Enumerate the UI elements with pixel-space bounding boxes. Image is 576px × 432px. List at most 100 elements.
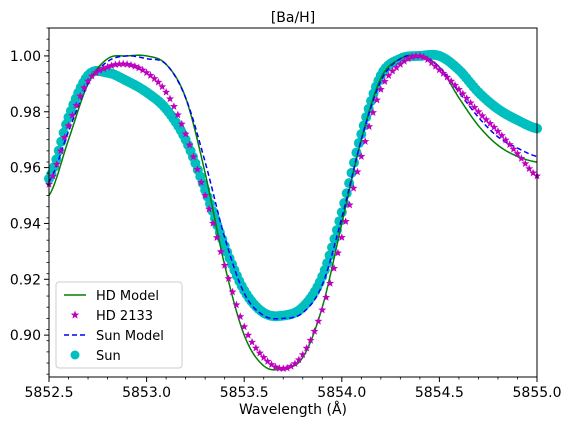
hd2133-data-point xyxy=(87,71,96,80)
hd2133-data-point xyxy=(345,200,354,209)
hd2133-data-point xyxy=(103,62,112,71)
hd2133-data-point xyxy=(447,76,456,85)
hd2133-data-point xyxy=(283,363,292,372)
hd2133-data-point xyxy=(119,59,128,68)
hd2133-data-point xyxy=(486,119,495,127)
hd2133-data-point xyxy=(513,149,522,158)
hd2133-data-point xyxy=(142,68,151,77)
hd2133-data-point xyxy=(497,131,506,139)
hd2133-data-point xyxy=(525,164,534,173)
x-tick-label: 5854.0 xyxy=(317,385,366,401)
hd2133-data-point xyxy=(158,82,167,91)
hd2133-data-point xyxy=(177,119,186,128)
hd2133-data-point xyxy=(427,58,436,67)
hd2133-data-point xyxy=(220,261,229,269)
legend-label: HD 2133 xyxy=(96,309,153,324)
hd2133-data-point xyxy=(107,61,116,70)
hd2133-data-point xyxy=(357,152,366,160)
hd2133-data-point xyxy=(490,123,499,131)
x-tick-label: 5852.5 xyxy=(25,385,74,401)
hd2133-data-point xyxy=(290,359,299,368)
hd2133-data-point xyxy=(341,217,350,225)
hd2133-data-point xyxy=(310,327,319,335)
hd2133-data-point xyxy=(361,137,370,145)
hd2133-data-point xyxy=(458,89,467,98)
hd2133-data-point xyxy=(189,152,198,161)
hd2133-data-point xyxy=(462,94,471,102)
hd2133-data-point xyxy=(517,154,526,162)
hd2133-data-point xyxy=(146,71,155,79)
hd2133-data-point xyxy=(388,66,397,75)
hd2133-data-point xyxy=(76,91,85,100)
hd2133-data-point xyxy=(415,51,424,60)
x-axis-label: Wavelength (Å) xyxy=(239,401,347,418)
hd2133-data-point xyxy=(529,168,538,177)
hd2133-data-point xyxy=(505,140,514,148)
legend: HD Model HD 2133 Sun Model Sun xyxy=(55,281,183,369)
hd2133-data-point xyxy=(302,343,311,352)
hd2133-data-point xyxy=(521,159,530,168)
hd2133-data-point xyxy=(298,350,307,359)
hd2133-data-point xyxy=(423,55,432,64)
hd2133-data-point xyxy=(138,65,147,74)
y-tick-label: 1.00 xyxy=(10,49,41,65)
hd2133-data-point xyxy=(411,51,420,60)
hd2133-data-point xyxy=(349,184,358,192)
hd2133-data-point xyxy=(68,111,77,119)
hd2133-data-point xyxy=(166,94,175,103)
hd2133-data-point xyxy=(322,293,331,301)
legend-label: Sun xyxy=(96,349,121,364)
hd2133-data-point xyxy=(263,357,272,365)
x-tick-label: 5853.0 xyxy=(122,385,171,401)
hd2133-data-point xyxy=(470,103,479,111)
hd2133-data-point xyxy=(185,140,194,149)
hd2133-data-point xyxy=(201,191,210,199)
x-tick-label: 5853.5 xyxy=(220,385,269,401)
hd2133-data-point xyxy=(60,133,69,141)
hd2133-data-point xyxy=(279,364,288,373)
hd2133-data-point xyxy=(419,52,428,61)
hd2133-data-point xyxy=(275,364,284,372)
hd2133-data-point xyxy=(228,287,237,296)
hd2133-data-point xyxy=(212,233,221,241)
hd2133-data-point xyxy=(259,353,268,361)
legend-label: Sun Model xyxy=(96,329,164,344)
chart-title: [Ba/H] xyxy=(271,10,315,26)
hd2133-data-point xyxy=(48,171,57,180)
hd2133-data-point xyxy=(400,56,409,65)
hd2133-data-point xyxy=(72,101,81,109)
hd2133-data-point xyxy=(376,85,385,93)
hd2133-data-point xyxy=(130,62,139,70)
hd2133-data-point xyxy=(306,336,315,344)
hd2133-data-point xyxy=(255,348,264,357)
hd2133-data-point xyxy=(80,83,89,92)
legend-swatch-circle xyxy=(70,350,80,360)
hd2133-data-point xyxy=(454,85,463,93)
y-tick-label: 0.98 xyxy=(10,105,41,121)
hd2133-data-point xyxy=(224,274,233,283)
hd2133-data-point xyxy=(126,60,135,69)
hd2133-data-point xyxy=(208,219,217,227)
hd2133-data-point xyxy=(56,146,65,155)
hd2133-data-point xyxy=(216,247,225,256)
hd2133-data-point xyxy=(369,108,378,116)
hd2133-data-point xyxy=(52,160,61,168)
hd2133-data-point xyxy=(482,115,491,124)
hd2133-data-point xyxy=(84,76,93,85)
hd2133-data-point xyxy=(333,248,342,257)
y-tick-label: 0.94 xyxy=(10,216,41,232)
y-tick-label: 0.92 xyxy=(10,272,41,288)
hd2133-data-point xyxy=(111,60,120,69)
hd2133-data-point xyxy=(205,204,214,213)
hd2133-data-point xyxy=(91,68,100,77)
hd2133-data-point xyxy=(353,167,362,176)
hd2133-data-point xyxy=(287,362,296,370)
sun-model-line xyxy=(48,54,538,320)
hd2133-data-point xyxy=(193,165,202,173)
x-tick-label: 5854.5 xyxy=(415,385,464,401)
hd2133-data-point xyxy=(169,102,178,110)
hd2133-data-point xyxy=(396,60,405,68)
hd2133-data-point xyxy=(372,95,381,104)
hd2133-data-point xyxy=(115,59,124,68)
